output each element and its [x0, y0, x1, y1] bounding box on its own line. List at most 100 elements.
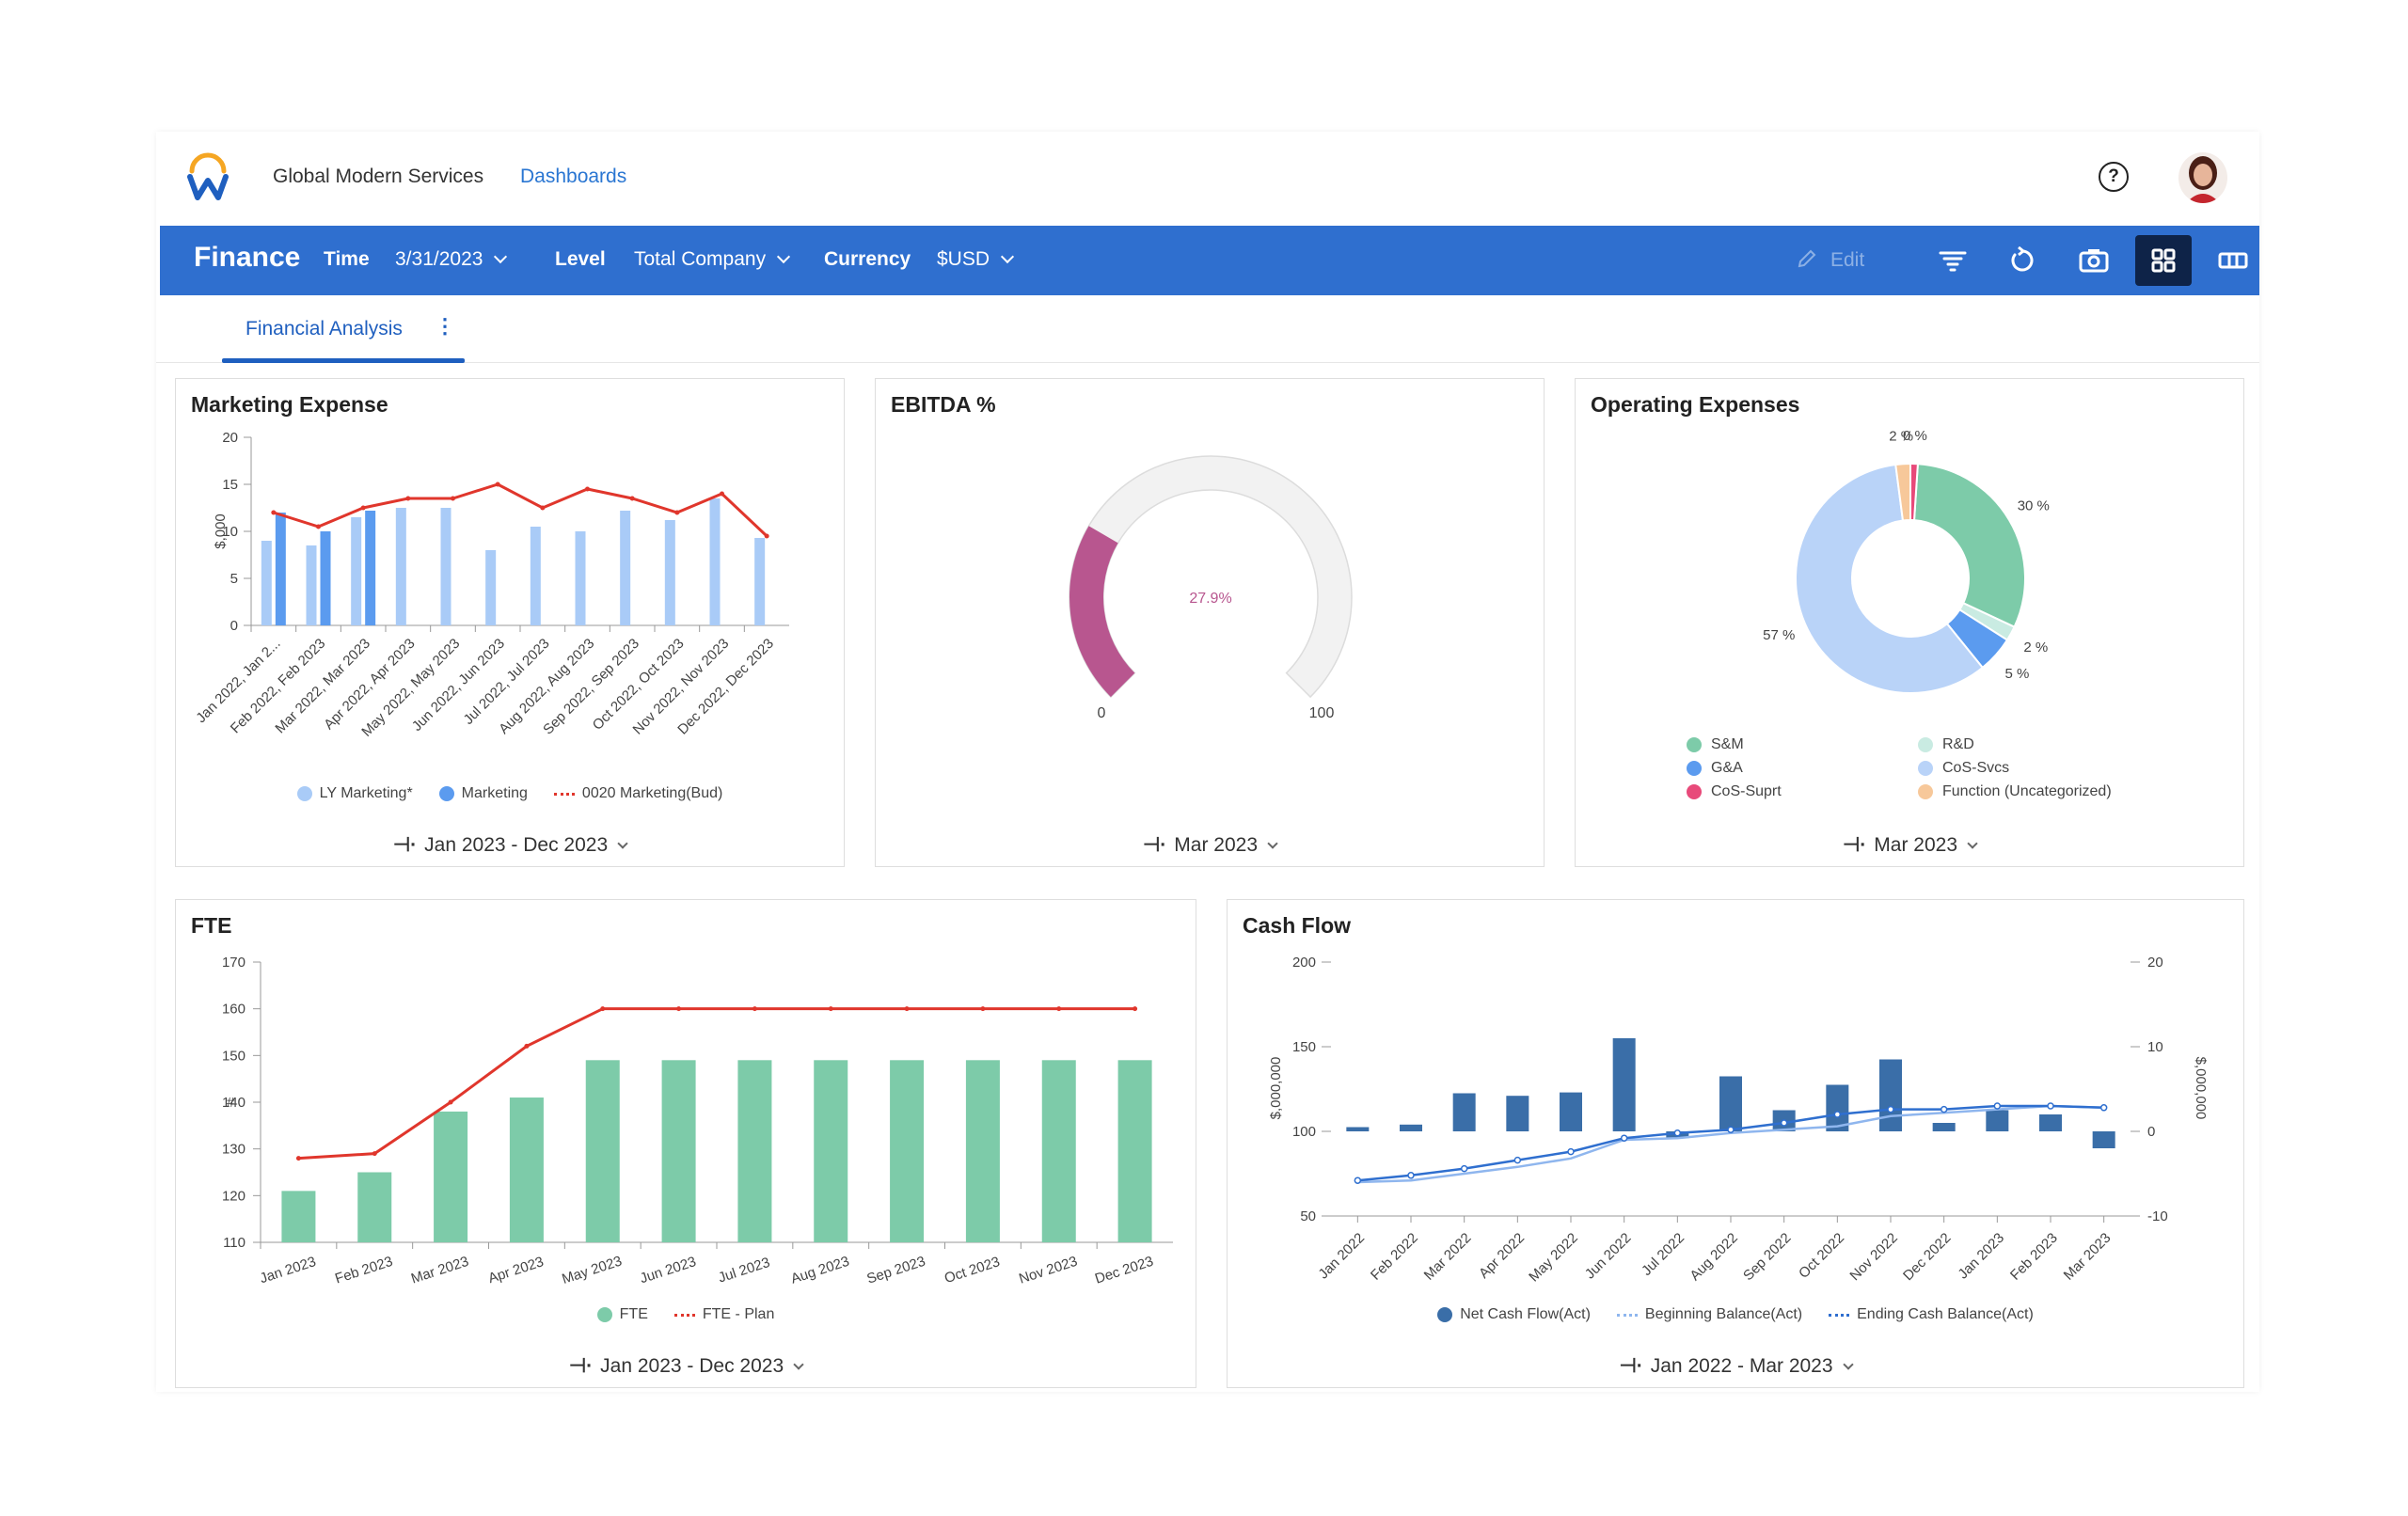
y-tick-label: 200 [1292, 955, 1316, 971]
y-tick-label: 120 [222, 1188, 246, 1204]
legend-item[interactable]: S&M [1687, 733, 1782, 756]
gauge-value-label: 27.9% [1189, 591, 1231, 607]
bar-fte [585, 1060, 620, 1242]
currency-select[interactable]: $USD [937, 248, 1015, 271]
x-tick-label: May 2022 [1526, 1230, 1581, 1286]
bar-net-cash-flow [1826, 1084, 1849, 1131]
filter-icon[interactable] [1925, 235, 1981, 286]
breadcrumb-dashboards[interactable]: Dashboards [520, 166, 627, 187]
x-tick-label: Sep 2023 [865, 1254, 927, 1287]
legend-label: R&D [1942, 735, 1974, 752]
point-ending-cash-balance [1620, 1134, 1628, 1142]
x-tick-label: Sep 2022 [1740, 1230, 1794, 1284]
chevron-down-icon [617, 838, 628, 849]
chevron-down-icon [1267, 838, 1278, 849]
refresh-icon[interactable] [1994, 235, 2051, 286]
period-label: Mar 2023 [1174, 834, 1258, 856]
point-ending-cash-balance [1673, 1129, 1682, 1137]
grid-icon[interactable] [2135, 235, 2192, 286]
period-selector[interactable]: ⊣· Mar 2023 [876, 833, 1544, 857]
workday-app: Global Modern Services Dashboards ? Fina… [156, 132, 2259, 1392]
point-fte-plan [828, 1006, 833, 1012]
bar-fte [509, 1098, 544, 1242]
period-selector[interactable]: ⊣· Jan 2023 - Dec 2023 [176, 833, 844, 857]
gauge-min-label: 0 [1098, 705, 1106, 721]
point-fte-plan [448, 1099, 453, 1105]
legend-item[interactable]: Net Cash Flow(Act) [1437, 1306, 1591, 1323]
bar-ly-marketing [530, 527, 541, 625]
period-selector[interactable]: ⊣· Jan 2022 - Mar 2023 [1228, 1354, 2243, 1378]
bar-fte [1117, 1060, 1152, 1242]
period-label: Mar 2023 [1874, 834, 1957, 856]
x-tick-label: May 2023 [560, 1253, 624, 1287]
bar-net-cash-flow [1612, 1038, 1636, 1131]
y-tick-label: 160 [222, 1002, 246, 1018]
point-marketing-budget [585, 486, 590, 492]
x-tick-label: Dec 2022 [1900, 1230, 1954, 1284]
view-icon[interactable] [2205, 235, 2261, 286]
more-options-icon[interactable]: ⋮ [435, 314, 455, 338]
legend-label: CoS-Svcs [1942, 759, 2010, 776]
legend-item[interactable]: Function (Uncategorized) [1918, 780, 2112, 803]
period-label: Jan 2023 - Dec 2023 [424, 834, 609, 856]
level-select[interactable]: Total Company [634, 248, 791, 271]
point-ending-cash-balance [1407, 1172, 1415, 1179]
bar-net-cash-flow [1560, 1092, 1582, 1131]
x-tick-label: Nov 2022 [1846, 1230, 1900, 1284]
bar-ly-marketing [664, 520, 675, 625]
legend-item[interactable]: R&D [1918, 733, 2112, 756]
card-title: Operating Expenses [1591, 392, 1800, 417]
point-ending-cash-balance [1567, 1147, 1575, 1156]
bar-fte [357, 1172, 392, 1242]
time-select[interactable]: 3/31/2023 [395, 248, 508, 271]
period-selector[interactable]: ⊣· Jan 2023 - Dec 2023 [176, 1354, 1196, 1378]
legend-item[interactable]: Ending Cash Balance(Act) [1829, 1306, 2034, 1323]
camera-icon[interactable] [2066, 235, 2122, 286]
chart-legend: R&D CoS-Svcs Function (Uncategorized) [1918, 733, 2112, 803]
legend-item[interactable]: FTE [596, 1306, 648, 1323]
legend-label: LY Marketing* [319, 785, 413, 801]
x-tick-label: Jan 2022 [1315, 1230, 1368, 1283]
edit-icon [1798, 249, 1816, 268]
bar-ly-marketing [754, 538, 766, 625]
edit-button[interactable]: Edit [1797, 248, 1864, 272]
x-tick-label: Nov 2023 [1017, 1254, 1079, 1287]
legend-item[interactable]: 0020 Marketing(Bud) [553, 785, 722, 802]
card-title: FTE [191, 913, 232, 938]
currency-label: Currency [824, 248, 911, 270]
workday-logo[interactable] [186, 152, 230, 201]
legend-label: Net Cash Flow(Act) [1460, 1306, 1591, 1322]
point-fte-plan [1133, 1006, 1138, 1012]
point-fte-plan [295, 1156, 301, 1161]
user-avatar[interactable] [2178, 152, 2227, 203]
point-ending-cash-balance [2099, 1104, 2108, 1112]
legend-item[interactable]: G&A [1687, 756, 1782, 780]
point-fte-plan [1056, 1006, 1062, 1012]
chevron-down-icon [1842, 1359, 1854, 1370]
help-icon[interactable]: ? [2099, 162, 2129, 192]
card-title: EBITDA % [891, 392, 996, 417]
legend-item[interactable]: Beginning Balance(Act) [1616, 1306, 1802, 1323]
bar-net-cash-flow [1719, 1076, 1742, 1131]
legend-item[interactable]: FTE - Plan [673, 1306, 774, 1323]
x-tick-label: Aug 2023 [789, 1254, 851, 1287]
tab-financial-analysis[interactable]: Financial Analysis [246, 318, 403, 340]
period-selector[interactable]: ⊣· Mar 2023 [1576, 833, 2243, 857]
cash-flow-card: Cash Flow 200 150 100 50 20 10 0 -10 $,000,000 $,… [1227, 899, 2244, 1388]
ebitda-card: EBITDA % 27.9% 0 100 ⊣· Mar 2023 [875, 378, 1545, 867]
slice-cos-suprt [1909, 462, 1919, 522]
y-tick-label: 150 [222, 1048, 246, 1064]
legend-item[interactable]: CoS-Svcs [1918, 756, 2112, 780]
point-ending-cash-balance [1460, 1164, 1468, 1173]
point-fte-plan [524, 1043, 530, 1049]
legend-item[interactable]: CoS-Suprt [1687, 780, 1782, 803]
card-title: Marketing Expense [191, 392, 388, 417]
active-tab-indicator [222, 358, 465, 363]
y-tick-label: 15 [222, 477, 238, 493]
legend-item[interactable]: LY Marketing* [296, 785, 413, 802]
x-tick-label: Feb 2023 [333, 1254, 395, 1287]
legend-item[interactable]: Marketing [438, 785, 528, 802]
x-tick-label: Jan 2023 [1955, 1230, 2007, 1283]
x-tick-label: Feb 2022 [1368, 1230, 1421, 1284]
legend-label: Ending Cash Balance(Act) [1857, 1306, 2034, 1322]
